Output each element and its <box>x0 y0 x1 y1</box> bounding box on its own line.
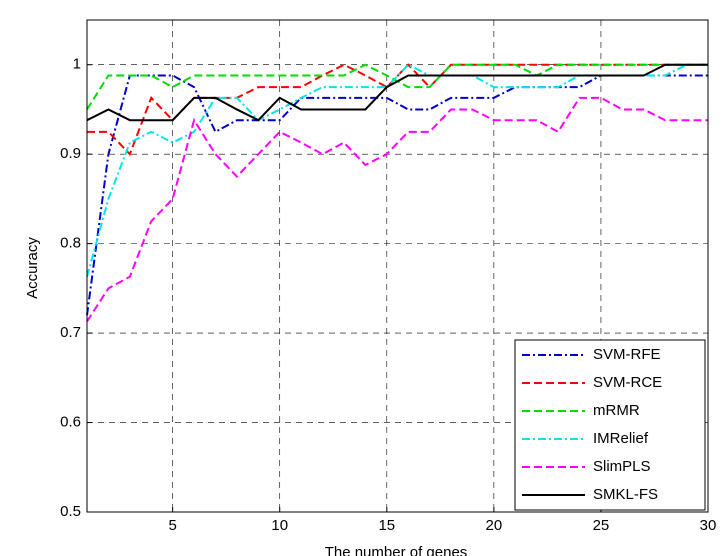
series-line <box>86 96 708 323</box>
x-tick-label: 30 <box>700 517 717 534</box>
y-tick-label: 1 <box>73 56 81 73</box>
series-line <box>87 63 708 157</box>
series-line <box>86 63 708 122</box>
x-tick-label: 25 <box>593 517 610 534</box>
legend-label: SMKL-FS <box>593 486 658 503</box>
y-tick-label: 0.7 <box>60 324 81 341</box>
y-tick-label: 0.6 <box>60 414 81 431</box>
legend-label: SVM-RCE <box>593 374 662 391</box>
y-axis-label: Accuracy <box>24 237 41 299</box>
legend-label: SlimPLS <box>593 458 651 475</box>
legend-label: IMRelief <box>593 430 649 447</box>
y-tick-label: 0.5 <box>60 503 81 520</box>
plot-frame <box>86 19 709 513</box>
x-tick-label: 20 <box>486 517 503 534</box>
y-tick-label: 0.8 <box>60 235 81 252</box>
legend-label: SVM-RFE <box>593 346 661 363</box>
x-tick-label: 15 <box>378 517 395 534</box>
x-tick-label: 10 <box>271 517 288 534</box>
y-tick-label: 0.9 <box>60 145 81 162</box>
legend: SVM-RFE SVM-RCE mRMR IMRelief SlimPLS SMKL-FS <box>514 339 706 511</box>
legend-label: mRMR <box>593 402 640 419</box>
x-tick-label: 5 <box>168 517 176 534</box>
x-axis-label: The number of genes <box>325 544 468 556</box>
legend-box <box>514 339 706 511</box>
